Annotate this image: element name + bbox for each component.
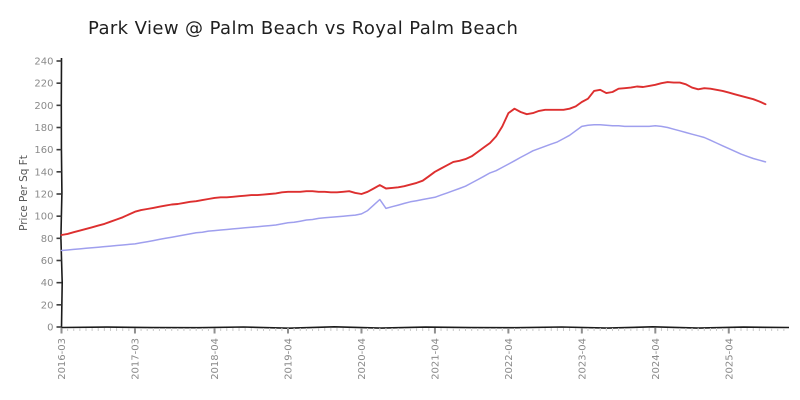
x-tick-label: 2019-04 [284, 338, 295, 380]
y-tick-label: 240 [34, 57, 53, 68]
y-axis-ticks: 0 20 40 60 80 100 120 140 160 180 200 220 240 [34, 57, 62, 334]
chart-title: Park View @ Palm Beach vs Royal Palm Bea… [88, 18, 519, 39]
y-tick-label: 20 [41, 300, 54, 311]
y-tick-label: 0 [47, 323, 53, 334]
axes [60, 57, 790, 330]
y-tick-label: 200 [34, 101, 53, 112]
y-tick-label: 160 [34, 145, 53, 156]
x-tick-label: 2021-04 [430, 338, 441, 380]
y-axis-line [60, 57, 64, 328]
x-tick-label: 2023-04 [577, 338, 588, 380]
series-line-royal-palm-beach [60, 123, 767, 252]
y-tick-label: 220 [34, 79, 53, 90]
y-tick-label: 180 [34, 123, 53, 134]
y-tick-label: 80 [41, 234, 54, 245]
y-tick-label: 40 [41, 278, 54, 289]
x-tick-label: 2018-04 [210, 338, 221, 380]
x-tick-label: 2020-04 [357, 338, 368, 380]
x-tick-label: 2017-03 [130, 338, 141, 380]
y-tick-label: 100 [34, 212, 53, 223]
series-line-park-view [60, 81, 767, 236]
x-tick-label: 2022-04 [504, 338, 515, 380]
x-tick-label: 2024-04 [651, 338, 662, 380]
y-tick-label: 140 [34, 167, 53, 178]
x-minor-ticks [61, 328, 785, 331]
x-tick-label: 2016-03 [57, 338, 68, 380]
x-axis-ticks: 2016-03 2017-03 2018-04 2019-04 2020-04 2021-… [57, 328, 735, 380]
y-axis-title: Price Per Sq Ft [18, 155, 30, 231]
y-tick-label: 120 [34, 190, 53, 201]
x-axis-line [61, 325, 790, 330]
y-tick-label: 60 [41, 256, 54, 267]
x-tick-label: 2025-04 [724, 338, 735, 380]
